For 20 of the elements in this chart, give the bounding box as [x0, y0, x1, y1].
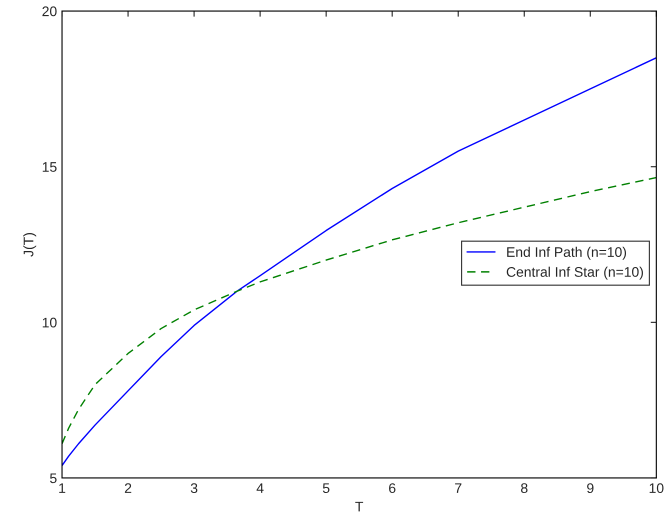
y-tick-label: 5: [50, 473, 57, 484]
line-series: [62, 176, 656, 444]
y-tick-label: 15: [42, 162, 57, 172]
line-series: [62, 57, 656, 466]
legend-label: Central Inf Star (n=10): [506, 266, 643, 280]
x-axis-title: T: [355, 502, 364, 512]
x-tick-label: 1: [59, 483, 66, 493]
x-tick-label: 7: [455, 483, 462, 493]
legend-label: End Inf Path (n=10): [507, 246, 626, 260]
x-tick-label: 4: [256, 483, 264, 493]
x-tick-label: 9: [587, 483, 594, 494]
x-tick-label: 10: [650, 483, 664, 494]
x-tick-label: 8: [521, 483, 528, 494]
y-tick-label: 20: [42, 6, 57, 16]
x-tick-label: 3: [190, 483, 198, 494]
y-tick-label: 10: [42, 318, 57, 328]
y-axis-title: J(T): [23, 233, 36, 257]
x-tick-label: 6: [389, 483, 396, 494]
x-tick-label: 5: [322, 483, 330, 494]
x-tick-label: 2: [124, 483, 132, 493]
